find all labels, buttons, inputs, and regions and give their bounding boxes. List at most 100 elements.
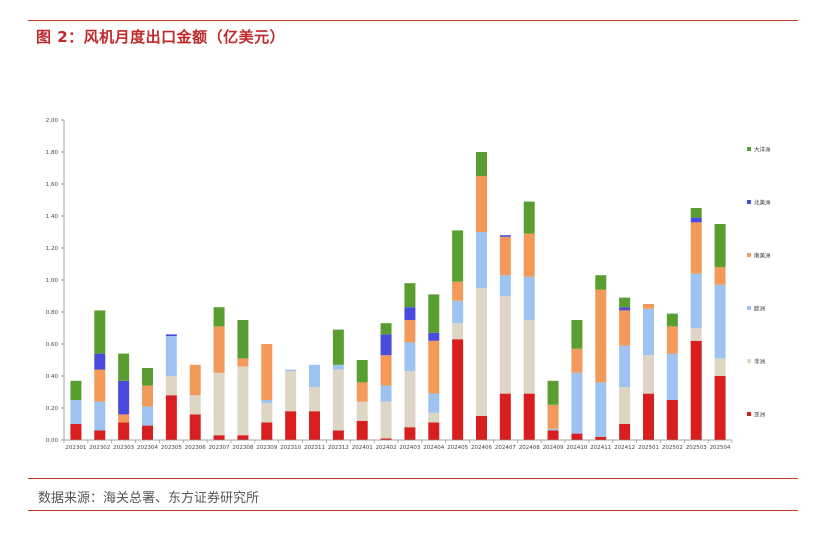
x-tick-label: 202411 bbox=[590, 445, 611, 451]
x-tick-label: 202303 bbox=[113, 445, 134, 451]
y-tick-label: 0.60 bbox=[46, 342, 59, 348]
bar-segment bbox=[428, 294, 440, 333]
bar-segment bbox=[476, 416, 487, 440]
bar-segment bbox=[571, 348, 583, 373]
bar-segment bbox=[380, 323, 392, 335]
legend-label: 亚洲 bbox=[754, 412, 766, 419]
x-tick-label: 202404 bbox=[423, 445, 444, 451]
bar-segment bbox=[189, 414, 201, 440]
bar-segment bbox=[452, 300, 464, 324]
bar-segment bbox=[571, 372, 583, 434]
bar-segment bbox=[714, 284, 726, 359]
bar-segment bbox=[523, 233, 535, 277]
bar-segment bbox=[165, 336, 177, 376]
bar-segment bbox=[523, 201, 535, 234]
bar-segment bbox=[380, 385, 392, 402]
bar-segment bbox=[690, 217, 702, 223]
bar-segment bbox=[356, 360, 368, 383]
bar-segment bbox=[714, 267, 726, 285]
bar-segment bbox=[142, 406, 153, 426]
bar-segment bbox=[523, 393, 535, 440]
bar-segment bbox=[452, 281, 464, 301]
bar-segment bbox=[619, 424, 631, 440]
bar-segment bbox=[70, 400, 82, 424]
bar-segment bbox=[94, 310, 106, 354]
legend-swatch bbox=[747, 200, 751, 204]
bar-segment bbox=[404, 371, 416, 428]
bar-segment bbox=[595, 382, 607, 437]
bar-segment bbox=[499, 235, 511, 237]
legend-label: 北美洲 bbox=[754, 199, 771, 207]
bar-segment bbox=[619, 345, 631, 388]
y-tick-label: 1.60 bbox=[46, 182, 59, 188]
bar-segment bbox=[499, 393, 511, 440]
bar-segment bbox=[404, 283, 416, 308]
bar-segment bbox=[714, 358, 726, 376]
x-tick-label: 202409 bbox=[543, 445, 564, 451]
y-tick-label: 2.00 bbox=[46, 118, 59, 124]
bar-segment bbox=[404, 307, 416, 320]
source-rule bbox=[28, 478, 798, 479]
bar-segment bbox=[118, 414, 130, 423]
x-tick-label: 202312 bbox=[328, 445, 349, 451]
legend-label: 南美洲 bbox=[754, 252, 771, 260]
bar-segment bbox=[619, 297, 631, 308]
bar-segment bbox=[547, 430, 559, 440]
x-tick-label: 202306 bbox=[185, 445, 206, 451]
bar-segment bbox=[690, 273, 702, 328]
bar-segment bbox=[118, 422, 130, 440]
x-tick-label: 202408 bbox=[519, 445, 540, 451]
bar-segment bbox=[666, 313, 678, 327]
bar-segment bbox=[332, 364, 344, 370]
y-tick-label: 1.80 bbox=[46, 150, 59, 156]
bar-segment bbox=[332, 369, 344, 431]
bar-segment bbox=[499, 236, 511, 276]
bar-segment bbox=[619, 307, 631, 311]
bar-segment bbox=[285, 369, 297, 372]
bar-segment bbox=[643, 393, 654, 440]
y-tick-label: 0.20 bbox=[46, 406, 59, 412]
bar-segment bbox=[237, 358, 249, 367]
bar-segment bbox=[261, 403, 273, 423]
bar-segment bbox=[476, 288, 487, 416]
bar-segment bbox=[666, 353, 678, 400]
bar-segment bbox=[309, 387, 320, 412]
legend-label: 大洋洲 bbox=[754, 146, 771, 154]
x-tick-label: 202502 bbox=[662, 445, 683, 451]
bar-segment bbox=[428, 332, 440, 341]
bar-segment bbox=[499, 296, 511, 394]
x-tick-label: 202504 bbox=[710, 445, 731, 451]
bar-segment bbox=[571, 320, 583, 349]
bar-segment bbox=[428, 340, 440, 394]
bar-segment bbox=[690, 340, 702, 440]
legend-swatch bbox=[747, 412, 751, 416]
bar-segment bbox=[213, 372, 225, 436]
bar-segment bbox=[547, 428, 559, 431]
bar-segment bbox=[404, 342, 416, 372]
bars-group bbox=[70, 152, 726, 440]
y-tick-label: 0.40 bbox=[46, 374, 59, 380]
bar-segment bbox=[547, 404, 559, 429]
bar-segment bbox=[714, 224, 726, 268]
bar-segment bbox=[523, 320, 535, 394]
bar-segment bbox=[237, 435, 249, 440]
bar-segment bbox=[165, 376, 177, 396]
bar-segment bbox=[380, 334, 392, 356]
x-tick-label: 202309 bbox=[256, 445, 277, 451]
legend-swatch bbox=[747, 147, 751, 151]
bar-segment bbox=[356, 401, 368, 421]
bar-segment bbox=[428, 422, 440, 440]
x-tick-label: 202304 bbox=[137, 445, 158, 451]
top-rule bbox=[28, 20, 798, 21]
bar-segment bbox=[213, 307, 225, 327]
bar-segment bbox=[213, 435, 225, 440]
legend-swatch bbox=[747, 253, 751, 257]
bar-segment bbox=[309, 411, 320, 440]
bar-segment bbox=[380, 438, 392, 440]
x-tick-label: 202407 bbox=[495, 445, 516, 451]
legend-swatch bbox=[747, 306, 751, 310]
bar-segment bbox=[332, 430, 344, 440]
x-tick-label: 202406 bbox=[471, 445, 492, 451]
y-tick-label: 0.80 bbox=[46, 310, 59, 316]
